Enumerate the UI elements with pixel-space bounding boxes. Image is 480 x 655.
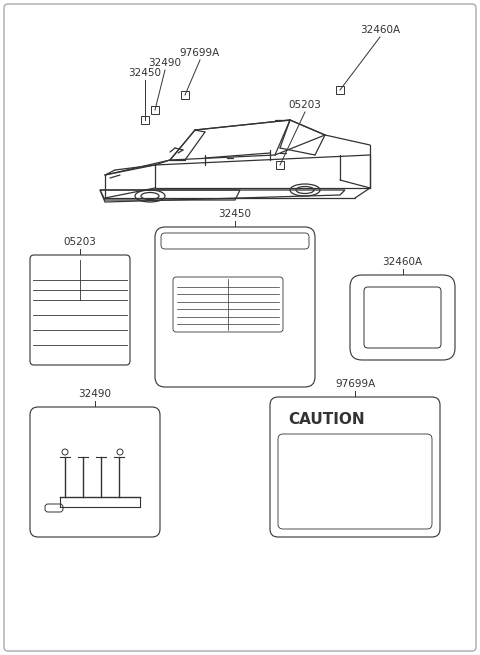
Text: 97699A: 97699A: [335, 379, 375, 389]
Text: 97699A: 97699A: [180, 48, 220, 58]
Text: 32450: 32450: [218, 209, 252, 219]
Text: CAUTION: CAUTION: [288, 411, 365, 426]
Text: 32460A: 32460A: [360, 25, 400, 35]
Text: 32490: 32490: [148, 58, 181, 68]
Bar: [151, 106, 159, 114]
Bar: [276, 161, 284, 169]
Text: 05203: 05203: [288, 100, 322, 110]
Bar: [181, 91, 189, 99]
Text: 32490: 32490: [79, 389, 111, 399]
Bar: [336, 86, 344, 94]
Text: 32460A: 32460A: [383, 257, 422, 267]
Text: 05203: 05203: [63, 237, 96, 247]
Bar: [141, 116, 149, 124]
Text: 32450: 32450: [129, 68, 161, 78]
